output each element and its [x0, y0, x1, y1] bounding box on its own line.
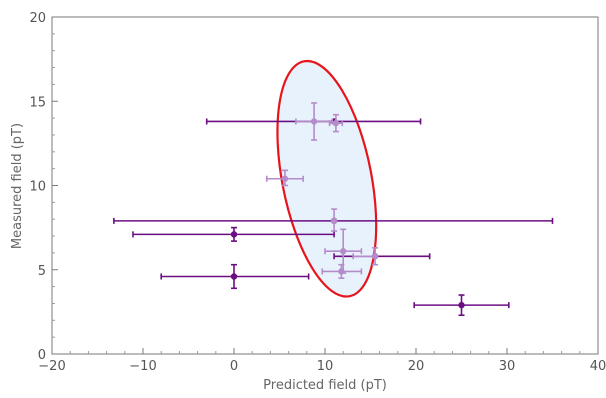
data-point [352, 247, 379, 266]
data-point [324, 228, 363, 274]
data-point [265, 169, 304, 187]
data-marker [330, 217, 338, 225]
x-axis-title: Predicted field (pT) [263, 378, 387, 393]
x-tick-label: 0 [230, 359, 238, 374]
data-point [413, 294, 510, 317]
data-point [328, 113, 344, 133]
x-tick-label: −20 [38, 359, 65, 374]
data-marker [371, 253, 379, 260]
y-tick-label: 10 [29, 180, 46, 195]
series-2 [265, 102, 379, 279]
data-marker [340, 248, 347, 255]
data-marker [332, 119, 340, 127]
y-tick-label: 15 [29, 95, 46, 110]
data-point [132, 226, 335, 242]
y-tick-label: 5 [38, 264, 46, 279]
x-tick-label: 20 [408, 359, 425, 374]
x-tick-label: 10 [317, 359, 334, 374]
x-tick-label: 30 [499, 359, 516, 374]
data-marker [230, 273, 238, 280]
y-tick-label: 0 [38, 348, 46, 363]
data-point [295, 102, 334, 141]
data-marker [281, 175, 289, 182]
data-point [321, 263, 363, 279]
data-point [330, 208, 338, 232]
x-tick-label: −10 [129, 359, 156, 374]
data-point [160, 263, 310, 290]
confidence-ellipse [276, 59, 378, 298]
data-marker [458, 301, 465, 309]
data-marker [230, 231, 238, 238]
y-tick-label: 20 [29, 11, 46, 26]
y-axis-title: Measured field (pT) [10, 123, 25, 249]
x-tick-label: 40 [590, 359, 606, 374]
data-marker [338, 268, 345, 275]
data-marker [310, 118, 318, 125]
